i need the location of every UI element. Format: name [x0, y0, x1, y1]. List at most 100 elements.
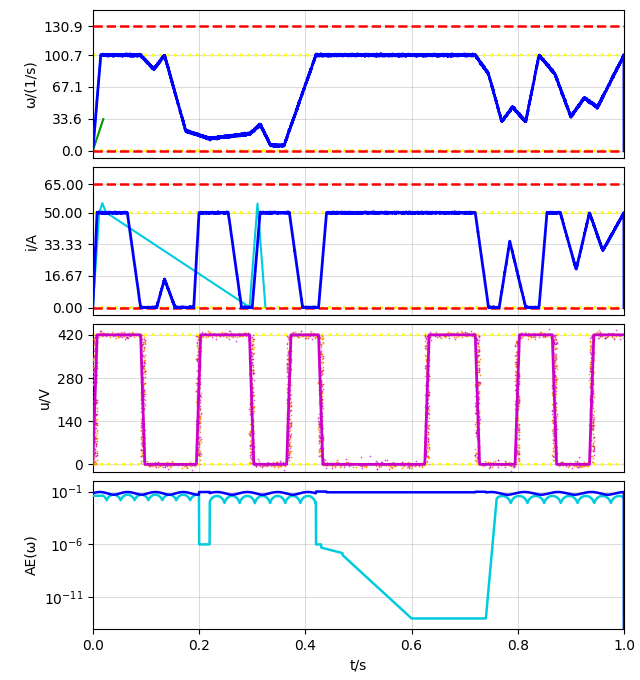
Point — [92, 449, 102, 460]
Point — [423, 388, 433, 399]
Point — [234, 328, 244, 339]
Point — [472, 352, 482, 362]
Point — [90, 446, 100, 457]
Point — [132, 328, 143, 339]
Point — [246, 390, 256, 401]
Point — [511, 396, 521, 407]
Point — [317, 348, 328, 359]
Point — [585, 405, 595, 415]
Point — [136, 455, 147, 466]
Point — [511, 360, 522, 371]
Point — [191, 397, 202, 408]
Point — [289, 330, 300, 341]
Point — [223, 330, 234, 341]
Point — [147, 460, 157, 471]
Point — [472, 392, 483, 403]
Point — [316, 450, 326, 461]
Point — [138, 427, 148, 438]
Point — [131, 329, 141, 340]
Point — [88, 446, 99, 457]
Point — [472, 414, 483, 425]
Point — [90, 355, 100, 366]
Point — [273, 461, 284, 472]
Point — [246, 343, 256, 354]
Point — [285, 436, 295, 447]
Point — [460, 326, 470, 337]
Point — [523, 328, 533, 339]
Point — [211, 334, 221, 345]
Point — [282, 434, 292, 445]
Point — [285, 343, 295, 354]
Point — [139, 358, 149, 369]
Point — [586, 371, 596, 382]
Point — [482, 458, 492, 469]
Point — [538, 332, 548, 343]
Point — [315, 367, 325, 377]
Point — [315, 338, 325, 349]
Point — [473, 451, 483, 462]
Point — [473, 336, 483, 347]
Point — [513, 403, 523, 413]
Point — [314, 450, 324, 461]
Point — [586, 367, 596, 378]
Point — [305, 330, 316, 341]
Point — [282, 421, 292, 432]
Point — [413, 458, 424, 469]
Point — [193, 422, 203, 432]
Point — [470, 379, 481, 390]
Point — [563, 460, 573, 471]
Point — [474, 345, 484, 356]
Point — [513, 415, 524, 426]
Point — [603, 328, 613, 339]
Point — [341, 457, 351, 468]
Point — [472, 404, 482, 415]
Point — [588, 411, 598, 422]
Point — [192, 372, 202, 383]
Point — [392, 460, 403, 471]
Point — [514, 333, 524, 344]
Point — [247, 382, 257, 393]
Point — [550, 436, 561, 447]
Point — [194, 361, 204, 372]
Point — [314, 362, 324, 373]
Point — [88, 366, 99, 377]
Point — [586, 390, 596, 401]
Point — [456, 328, 467, 339]
Point — [140, 458, 150, 469]
Point — [472, 347, 483, 358]
Point — [575, 461, 585, 472]
Point — [605, 328, 616, 339]
Point — [549, 379, 559, 390]
Point — [193, 407, 204, 418]
Point — [422, 450, 432, 461]
Point — [139, 430, 149, 441]
Point — [474, 394, 484, 405]
Point — [381, 460, 392, 471]
Point — [249, 458, 259, 469]
Point — [473, 341, 483, 352]
Point — [512, 420, 522, 430]
Point — [283, 388, 293, 398]
Point — [138, 387, 148, 398]
Point — [92, 403, 102, 414]
Point — [284, 452, 294, 462]
Point — [547, 405, 557, 416]
Point — [90, 418, 100, 429]
Point — [316, 403, 326, 413]
Point — [511, 384, 521, 395]
Point — [404, 461, 415, 472]
Point — [587, 345, 597, 356]
Point — [254, 458, 264, 469]
Point — [586, 354, 596, 365]
Point — [140, 339, 150, 350]
Point — [305, 331, 315, 342]
Point — [420, 390, 431, 401]
Point — [473, 431, 483, 442]
Point — [423, 432, 433, 443]
Point — [138, 400, 148, 411]
Point — [246, 439, 257, 450]
Point — [444, 328, 454, 339]
Point — [526, 330, 536, 341]
Point — [247, 447, 257, 458]
Point — [420, 412, 431, 423]
